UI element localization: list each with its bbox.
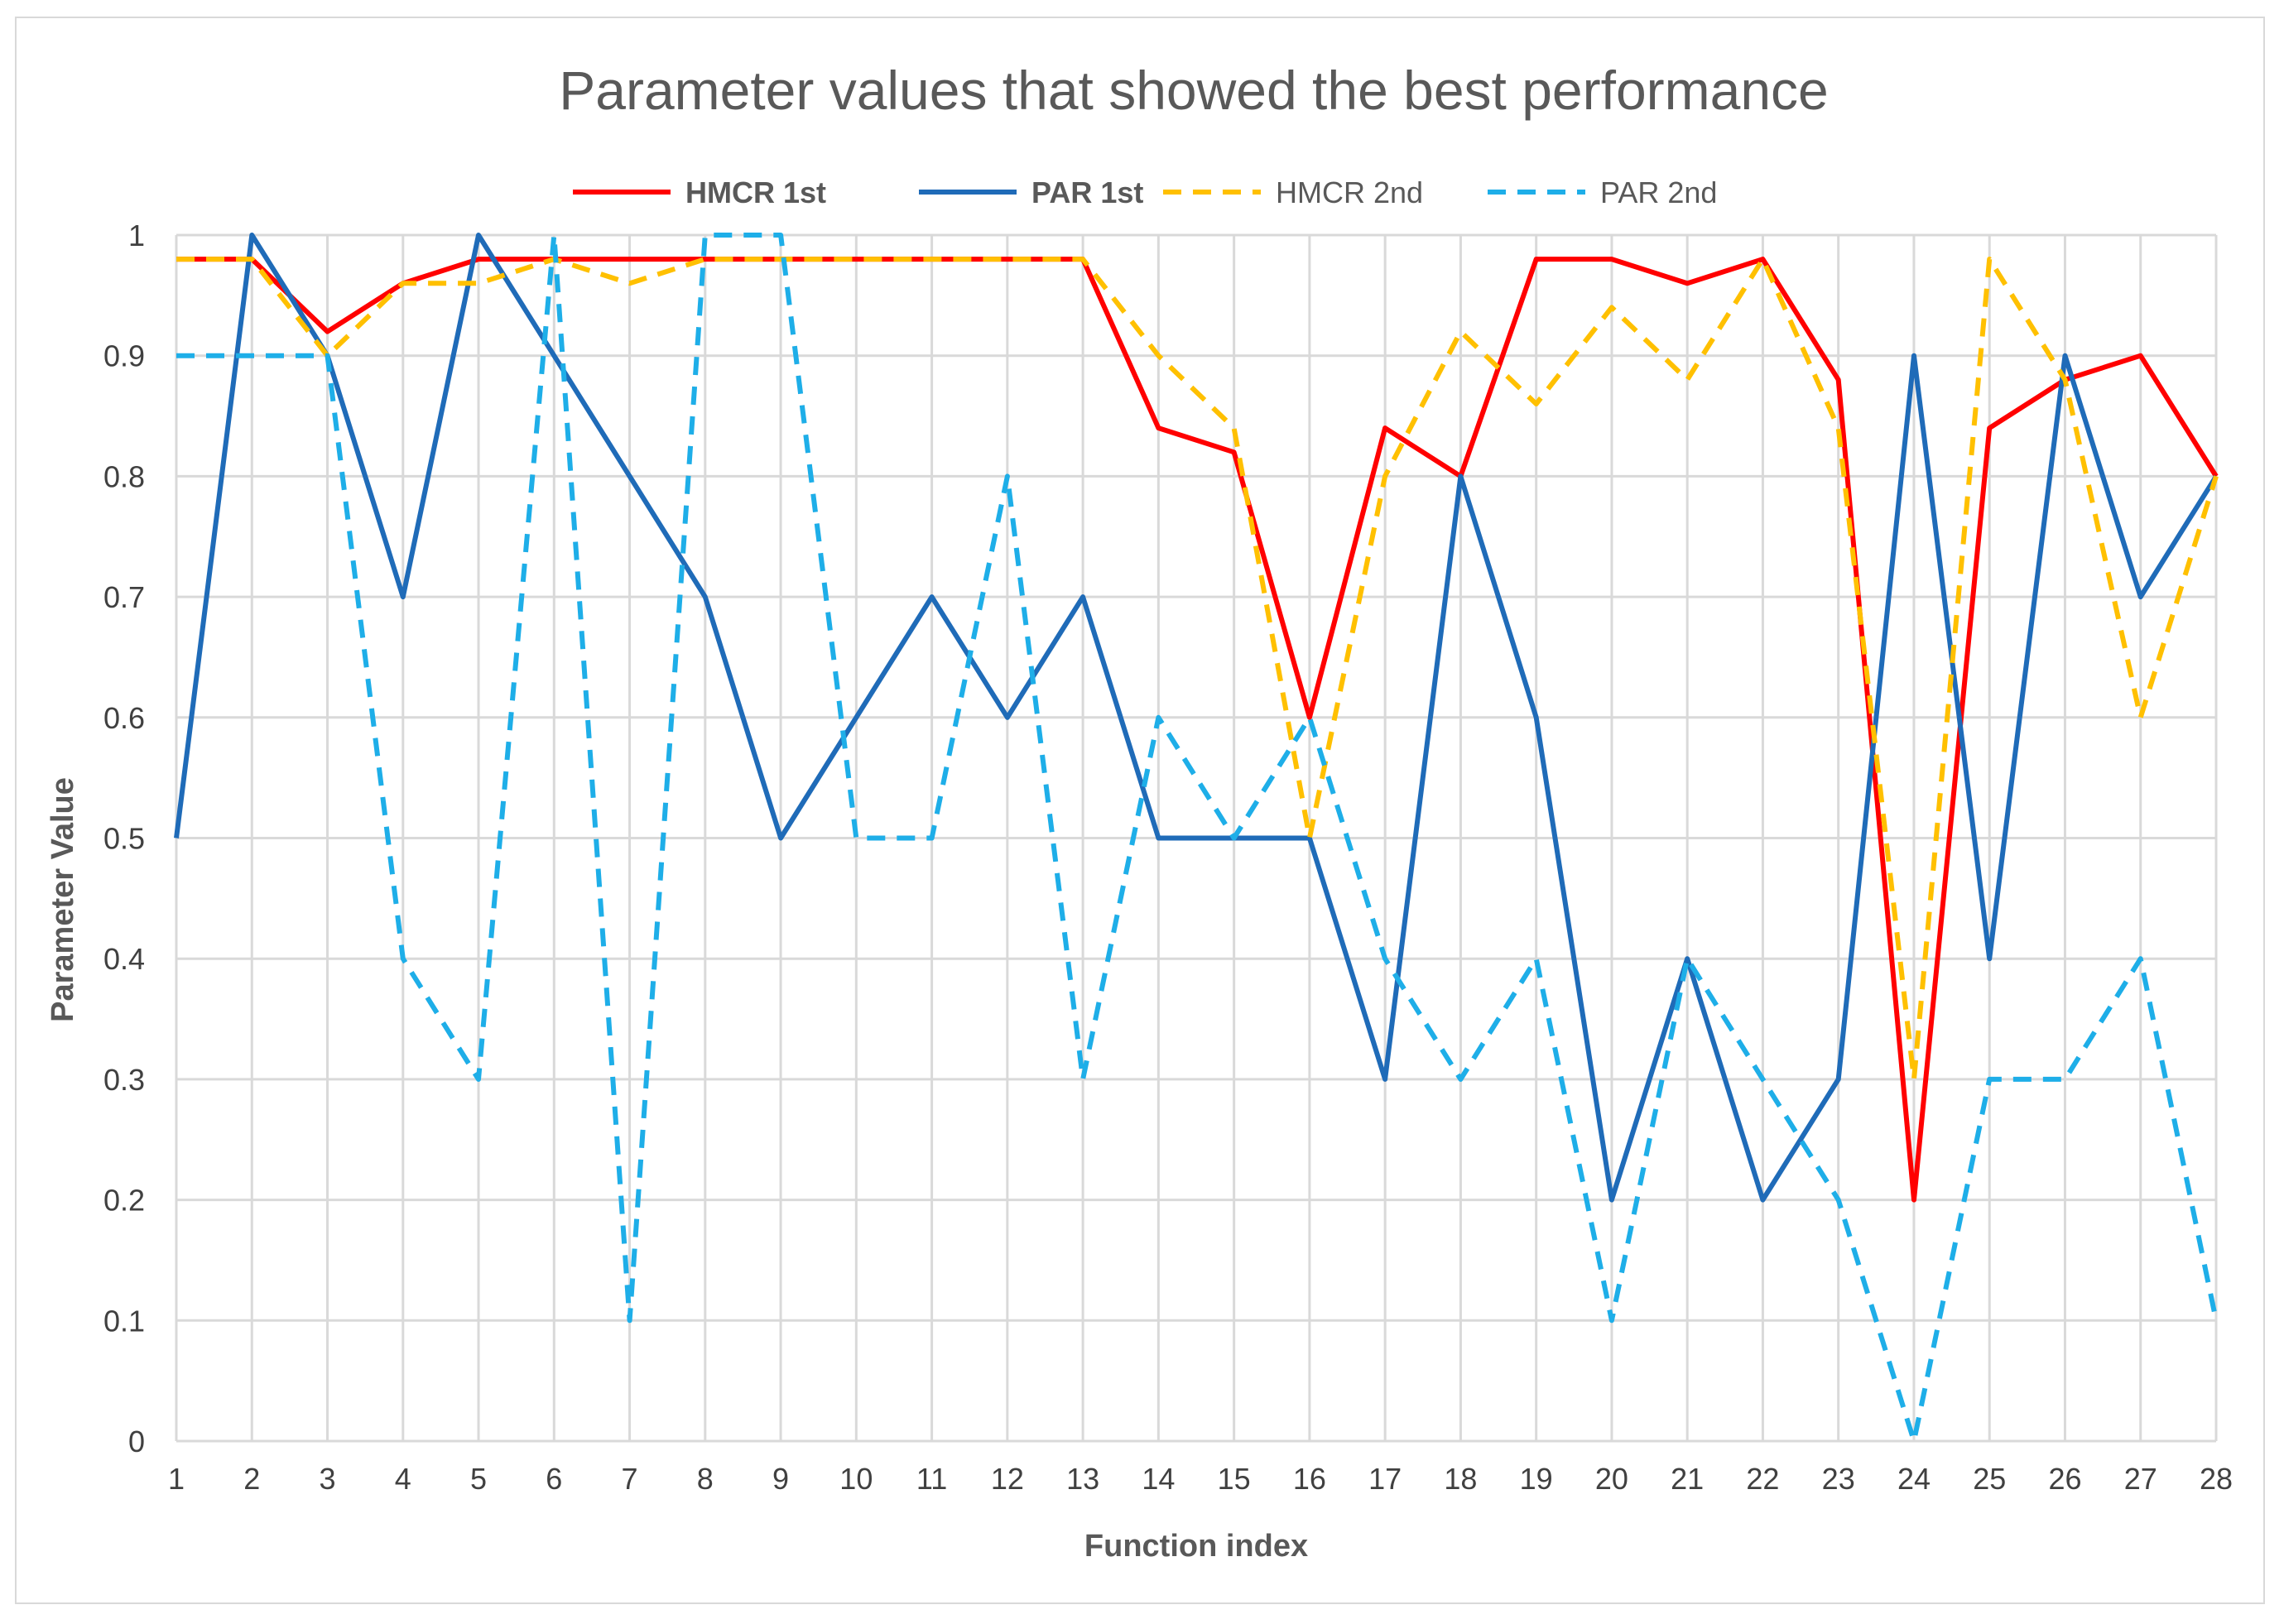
y-tick-label: 1 [128,219,145,252]
x-tick-label: 25 [1973,1462,2006,1496]
x-tick-label: 14 [1142,1462,1175,1496]
series-line-hmcr-1st [176,257,2219,1203]
x-tick-label: 24 [1897,1462,1931,1496]
x-tick-label: 4 [395,1462,411,1496]
x-tick-label: 16 [1293,1462,1326,1496]
series-lines [174,233,2219,1444]
y-tick-label: 0.2 [103,1184,145,1218]
x-tick-label: 19 [1520,1462,1553,1496]
y-axis-tick-labels: 0 0.1 0.2 0.3 0.4 0.5 0.6 0.7 0.8 0.9 1 [103,219,145,1458]
x-tick-label: 9 [772,1462,789,1496]
x-tick-label: 23 [1822,1462,1855,1496]
y-tick-label: 0.4 [103,942,145,976]
x-tick-label: 21 [1671,1462,1704,1496]
legend-label-par-2nd: PAR 2nd [1600,175,1717,209]
x-axis-label: Function index [1084,1529,1308,1564]
x-tick-label: 20 [1595,1462,1628,1496]
x-tick-label: 22 [1746,1462,1779,1496]
series-line-par-1st [174,233,2219,1203]
x-tick-label: 5 [470,1462,487,1496]
series-line-par-2nd [176,233,2219,1444]
x-tick-label: 27 [2124,1462,2157,1496]
x-tick-label: 28 [2200,1462,2233,1496]
y-tick-label: 0.8 [103,459,145,493]
x-tick-label: 10 [839,1462,873,1496]
legend-label-hmcr-2nd: HMCR 2nd [1276,175,1423,209]
x-tick-label: 15 [1218,1462,1251,1496]
legend: HMCR 1st PAR 1st HMCR 2nd PAR 2nd [573,175,1717,209]
x-tick-label: 12 [991,1462,1024,1496]
x-tick-label: 2 [243,1462,260,1496]
chart-title: Parameter values that showed the best pe… [559,60,1829,121]
y-tick-label: 0.1 [103,1304,145,1338]
legend-label-hmcr-1st: HMCR 1st [685,175,826,209]
x-tick-label: 26 [2048,1462,2081,1496]
legend-label-par-1st: PAR 1st [1031,175,1143,209]
y-tick-label: 0.6 [103,701,145,735]
series-line-hmcr-2nd [176,257,2219,1082]
y-tick-label: 0.7 [103,580,145,614]
y-tick-label: 0 [128,1425,145,1458]
y-tick-label: 0.5 [103,822,145,856]
y-tick-label: 0.9 [103,339,145,373]
horizontal-gridlines [176,233,2216,1443]
y-tick-label: 0.3 [103,1063,145,1097]
y-axis-label: Parameter Value [46,777,80,1022]
x-tick-label: 17 [1368,1462,1402,1496]
x-tick-label: 11 [916,1462,947,1496]
x-tick-label: 8 [697,1462,714,1496]
x-tick-label: 13 [1066,1462,1099,1496]
x-tick-label: 1 [168,1462,185,1496]
x-axis-tick-labels: 1 2 3 4 5 6 7 8 9 10 11 12 13 14 15 16 17 18 19 20 21 22 23 24 2… [168,1462,2233,1496]
x-tick-label: 3 [320,1462,336,1496]
x-tick-label: 6 [546,1462,562,1496]
x-tick-label: 7 [622,1462,638,1496]
x-tick-label: 18 [1444,1462,1477,1496]
